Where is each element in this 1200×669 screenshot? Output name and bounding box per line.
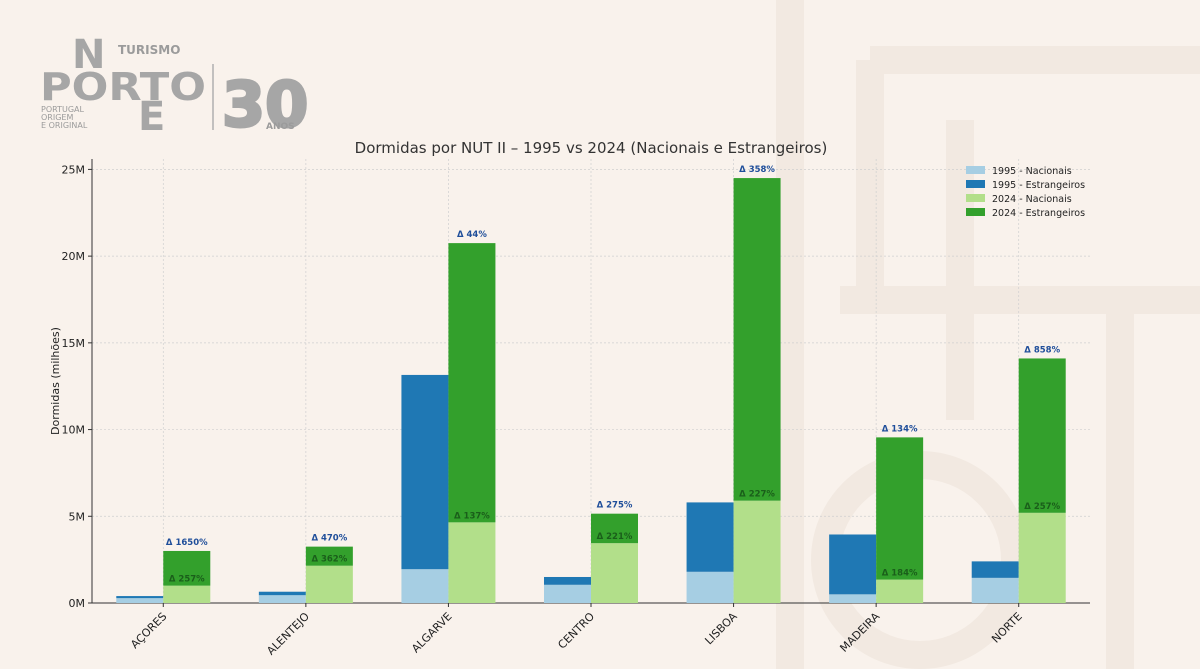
delta-nacionais-label: Δ 227%: [739, 490, 775, 500]
bar-2024-estrangeiros: [876, 437, 924, 580]
y-tick-label: 15M: [62, 337, 86, 350]
delta-total-label: Δ 1650%: [166, 538, 208, 548]
logo-word-porto: PORTO: [40, 65, 206, 109]
bar-1995-nacionais: [686, 571, 734, 603]
delta-total-label: Δ 44%: [457, 230, 487, 240]
bar-2024-nacionais: [591, 543, 638, 603]
logo-tagline-3: E ORIGINAL: [41, 121, 88, 130]
bar-2024-estrangeiros: [305, 546, 353, 566]
x-tick-label: NORTE: [989, 610, 1025, 646]
bars: [116, 178, 1066, 603]
bar-1995-estrangeiros: [829, 534, 877, 595]
legend-swatch: [966, 208, 985, 216]
bar-2024-estrangeiros: [163, 550, 211, 586]
logo-anniversary-number: 30: [222, 68, 308, 140]
bar-1995-estrangeiros: [258, 591, 306, 596]
legend-label: 2024 - Nacionais: [992, 194, 1072, 205]
logo-tagline-2: ORIGEM: [41, 113, 73, 122]
delta-nacionais-label: Δ 257%: [169, 575, 205, 585]
bar-2024-estrangeiros: [448, 243, 496, 523]
delta-nacionais-label: Δ 137%: [454, 511, 490, 521]
bar-2024-estrangeiros: [733, 178, 781, 501]
x-tick-label: MADEIRA: [837, 610, 882, 655]
bar-1995-estrangeiros: [686, 502, 734, 572]
bar-1995-nacionais: [829, 594, 877, 603]
delta-total-label: Δ 470%: [311, 534, 347, 544]
bar-2024-nacionais: [876, 579, 924, 603]
bar-2024-nacionais: [448, 522, 496, 603]
logo-anniversary-label: ANOS: [266, 122, 295, 132]
x-tick-label: ALENTEJO: [264, 610, 312, 658]
bar-2024-nacionais: [733, 500, 781, 603]
legend: 1995 - Nacionais 1995 - Estrangeiros 2024 …: [966, 166, 1085, 219]
watermark-shapes: [776, 0, 1200, 669]
y-tick-label: 0M: [69, 597, 86, 610]
legend-label: 2024 - Estrangeiros: [992, 208, 1085, 219]
bar-2024-estrangeiros: [1018, 358, 1066, 513]
legend-label: 1995 - Estrangeiros: [992, 180, 1085, 191]
x-tick-label: AÇORES: [128, 610, 169, 651]
y-tick-label: 25M: [62, 163, 86, 176]
x-tick-label: ALGARVE: [409, 610, 454, 655]
delta-nacionais-label: Δ 362%: [311, 555, 347, 565]
x-tick-label: CENTRO: [555, 610, 597, 652]
bar-1995-estrangeiros: [401, 374, 449, 570]
delta-total-label: Δ 275%: [597, 501, 633, 511]
bar-1995-nacionais: [401, 569, 449, 603]
legend-swatch: [966, 180, 985, 188]
bar-1995-nacionais: [258, 595, 306, 603]
delta-nacionais-label: Δ 221%: [597, 532, 633, 542]
y-axis-label: Dormidas (milhões): [49, 327, 62, 435]
legend-swatch: [966, 166, 985, 174]
y-tick-label: 10M: [62, 424, 86, 437]
bar-2024-nacionais: [305, 565, 353, 603]
bar-1995-estrangeiros: [116, 596, 164, 599]
legend-label: 1995 - Nacionais: [992, 166, 1072, 177]
delta-nacionais-label: Δ 257%: [1024, 502, 1060, 512]
bar-1995-nacionais: [544, 584, 591, 603]
delta-total-label: Δ 134%: [882, 424, 918, 434]
delta-nacionais-label: Δ 184%: [882, 569, 918, 579]
chart-title: Dormidas por NUT II – 1995 vs 2024 (Naci…: [355, 139, 828, 157]
bar-2024-nacionais: [163, 585, 211, 603]
bar-2024-nacionais: [1018, 512, 1066, 603]
logo-turismo: TURISMO: [118, 43, 180, 57]
bar-1995-estrangeiros: [544, 576, 591, 585]
delta-total-label: Δ 858%: [1024, 345, 1060, 355]
x-tick-label: LISBOA: [702, 610, 740, 648]
annotations: Δ 1650% Δ 257% Δ 470% Δ 362% Δ 44% Δ 137% Δ 27…: [166, 165, 1061, 585]
y-tick-label: 20M: [62, 250, 86, 263]
logo-letter-e: E: [138, 94, 165, 140]
bar-1995-nacionais: [116, 598, 164, 603]
legend-swatch: [966, 194, 985, 202]
logo-porto-norte: N TURISMO PORTO E PORTUGAL ORIGEM E ORIG…: [40, 32, 310, 140]
logo-tagline-1: PORTUGAL: [41, 105, 85, 114]
y-tick-label: 5M: [69, 510, 86, 523]
logo-letter-n: N: [72, 32, 105, 78]
bar-1995-estrangeiros: [971, 561, 1019, 578]
bar-1995-nacionais: [971, 577, 1019, 603]
bar-2024-estrangeiros: [591, 513, 638, 544]
delta-total-label: Δ 358%: [739, 165, 775, 175]
